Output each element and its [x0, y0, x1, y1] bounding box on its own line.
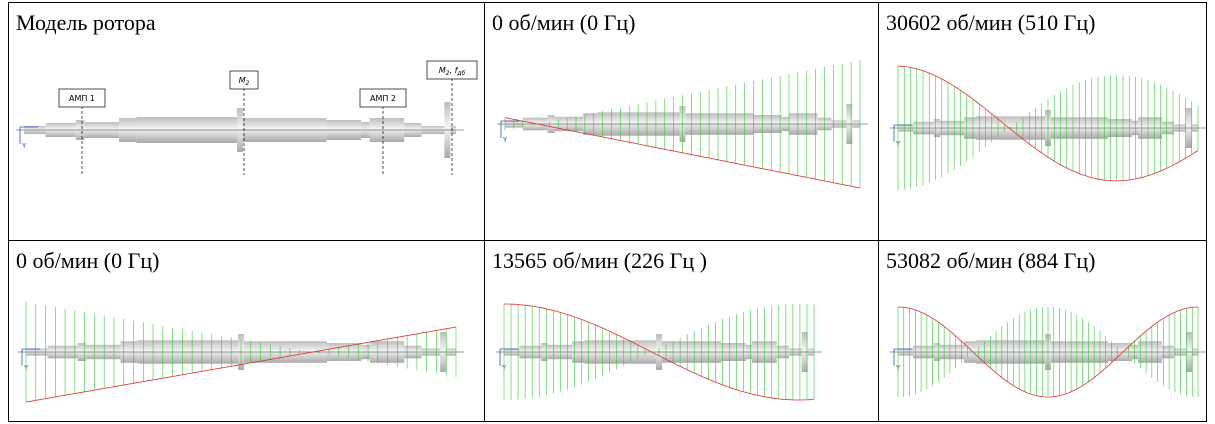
axis-label: Y: [21, 142, 27, 150]
subscript: дб: [456, 70, 465, 77]
cell-title: 0 об/мин (0 Гц): [16, 248, 159, 273]
axis-label: Y: [502, 136, 508, 144]
bearing-label: АМП 2: [370, 94, 396, 103]
cell-title: 13565 об/мин (226 Гц ): [492, 248, 707, 273]
cell-title: 30602 об/мин (510 Гц): [886, 10, 1095, 35]
table: Модель ротора 0 об/мин (0 Гц) 30602 об/мин…: [0, 0, 1215, 424]
cell-title: Модель ротора: [16, 10, 156, 35]
page: Модель ротора 0 об/мин (0 Гц) 30602 об/мин…: [0, 0, 1215, 424]
rotor: Y: [16, 102, 464, 158]
bearing-label: АМП 1: [69, 94, 95, 103]
subscript: 2: [246, 80, 250, 87]
cell-title: 0 об/мин (0 Гц): [492, 10, 635, 35]
cell-title: 53082 об/мин (884 Гц): [886, 248, 1095, 273]
